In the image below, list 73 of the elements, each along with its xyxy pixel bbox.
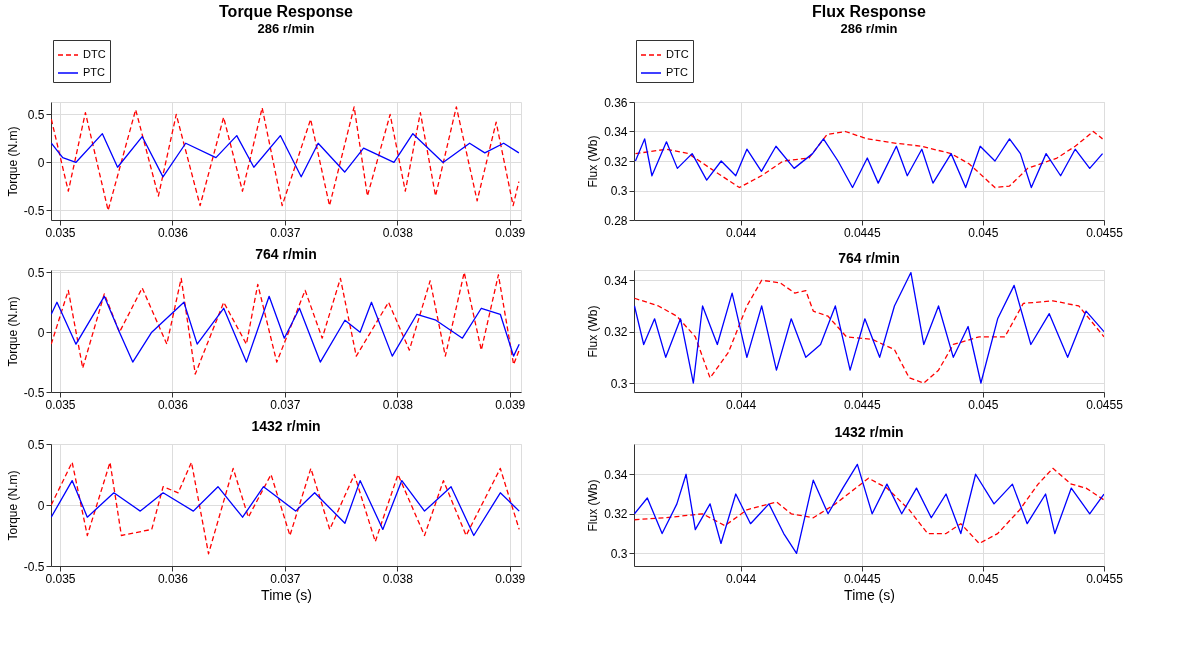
- y-tick-label: -0.5: [23, 203, 45, 218]
- y-tick-label: 0.3: [610, 184, 628, 198]
- x-tick-label: 0.0445: [843, 571, 881, 586]
- chart-subtitle: 286 r/min: [257, 20, 315, 36]
- x-tick-label: 0.0445: [843, 225, 881, 240]
- y-tick-label: 0.32: [604, 325, 628, 340]
- x-tick-label: 0.037: [270, 225, 301, 240]
- x-tick-label: 0.036: [157, 225, 189, 240]
- y-tick-label: 0.32: [604, 507, 628, 522]
- legend-label: DTC: [666, 48, 689, 60]
- chart-subtitle: 286 r/min: [840, 20, 898, 36]
- x-tick-label: 0.0455: [1086, 571, 1124, 586]
- x-tick-label: 0.035: [45, 571, 76, 586]
- legend-label: DTC: [83, 48, 106, 60]
- x-tick-label: 0.037: [270, 397, 301, 412]
- y-axis-title: Flux (Wb): [586, 305, 601, 358]
- y-axis-title: Flux (Wb): [586, 479, 601, 532]
- x-tick-label: 0.036: [157, 571, 189, 586]
- line-series: [51, 106, 520, 212]
- x-tick-label: 0.039: [495, 225, 526, 240]
- y-tick-label: 0: [37, 325, 45, 340]
- y-tick-label: 0.32: [604, 154, 628, 169]
- y-tick-label: 0.28: [604, 213, 628, 228]
- line-series: [51, 271, 520, 375]
- y-tick-label: 0: [37, 155, 45, 170]
- chart-title: 764 r/min: [255, 246, 317, 263]
- x-tick-label: 0.038: [382, 225, 414, 240]
- y-tick-label: -0.5: [23, 559, 45, 574]
- x-tick-label: 0.044: [726, 225, 757, 240]
- x-axis-title: Time (s): [261, 586, 312, 603]
- y-axis-title: Torque (N.m): [5, 296, 20, 367]
- x-tick-label: 0.0455: [1086, 397, 1124, 412]
- x-tick-label: 0.045: [968, 571, 999, 586]
- x-tick-label: 0.038: [382, 571, 414, 586]
- legend-label: PTC: [666, 66, 689, 78]
- line-series: [51, 461, 520, 555]
- chart-title: Flux Response: [812, 2, 926, 20]
- y-axis-title: Flux (Wb): [586, 135, 601, 188]
- x-tick-label: 0.036: [157, 397, 189, 412]
- line-series: [51, 479, 520, 537]
- line-series: [51, 133, 520, 178]
- x-tick-label: 0.0445: [843, 397, 881, 412]
- chart-title: 764 r/min: [838, 250, 900, 266]
- y-tick-label: 0.5: [27, 107, 45, 122]
- y-axis-title: Torque (N.m): [5, 470, 20, 541]
- chart-title: Torque Response: [219, 2, 354, 20]
- line-series: [51, 295, 520, 363]
- y-tick-label: 0.34: [604, 467, 628, 482]
- x-tick-label: 0.044: [726, 571, 757, 586]
- chart-title: 1432 r/min: [834, 424, 904, 440]
- x-tick-label: 0.035: [45, 397, 76, 412]
- x-tick-label: 0.039: [495, 571, 526, 586]
- y-tick-label: 0.36: [604, 95, 628, 110]
- x-tick-label: 0.037: [270, 571, 301, 586]
- x-tick-label: 0.038: [382, 397, 414, 412]
- y-tick-label: 0.3: [610, 546, 628, 561]
- x-tick-label: 0.039: [495, 397, 526, 412]
- y-tick-label: 0.5: [27, 437, 45, 452]
- y-tick-label: -0.5: [23, 385, 45, 400]
- chart-title: 1432 r/min: [251, 418, 321, 434]
- y-tick-label: 0.3: [610, 376, 628, 391]
- x-tick-label: 0.045: [968, 397, 999, 412]
- y-tick-label: 0.34: [604, 125, 628, 139]
- y-tick-label: 0.34: [604, 273, 628, 288]
- x-axis-title: Time (s): [844, 586, 895, 603]
- x-tick-label: 0.035: [45, 225, 76, 240]
- y-tick-label: 0: [37, 498, 45, 513]
- y-axis-title: Torque (N.m): [5, 126, 20, 197]
- legend-label: PTC: [83, 66, 106, 78]
- x-tick-label: 0.044: [726, 397, 757, 412]
- x-tick-label: 0.045: [968, 225, 999, 240]
- x-tick-label: 0.0455: [1086, 225, 1124, 240]
- y-tick-label: 0.5: [27, 265, 45, 280]
